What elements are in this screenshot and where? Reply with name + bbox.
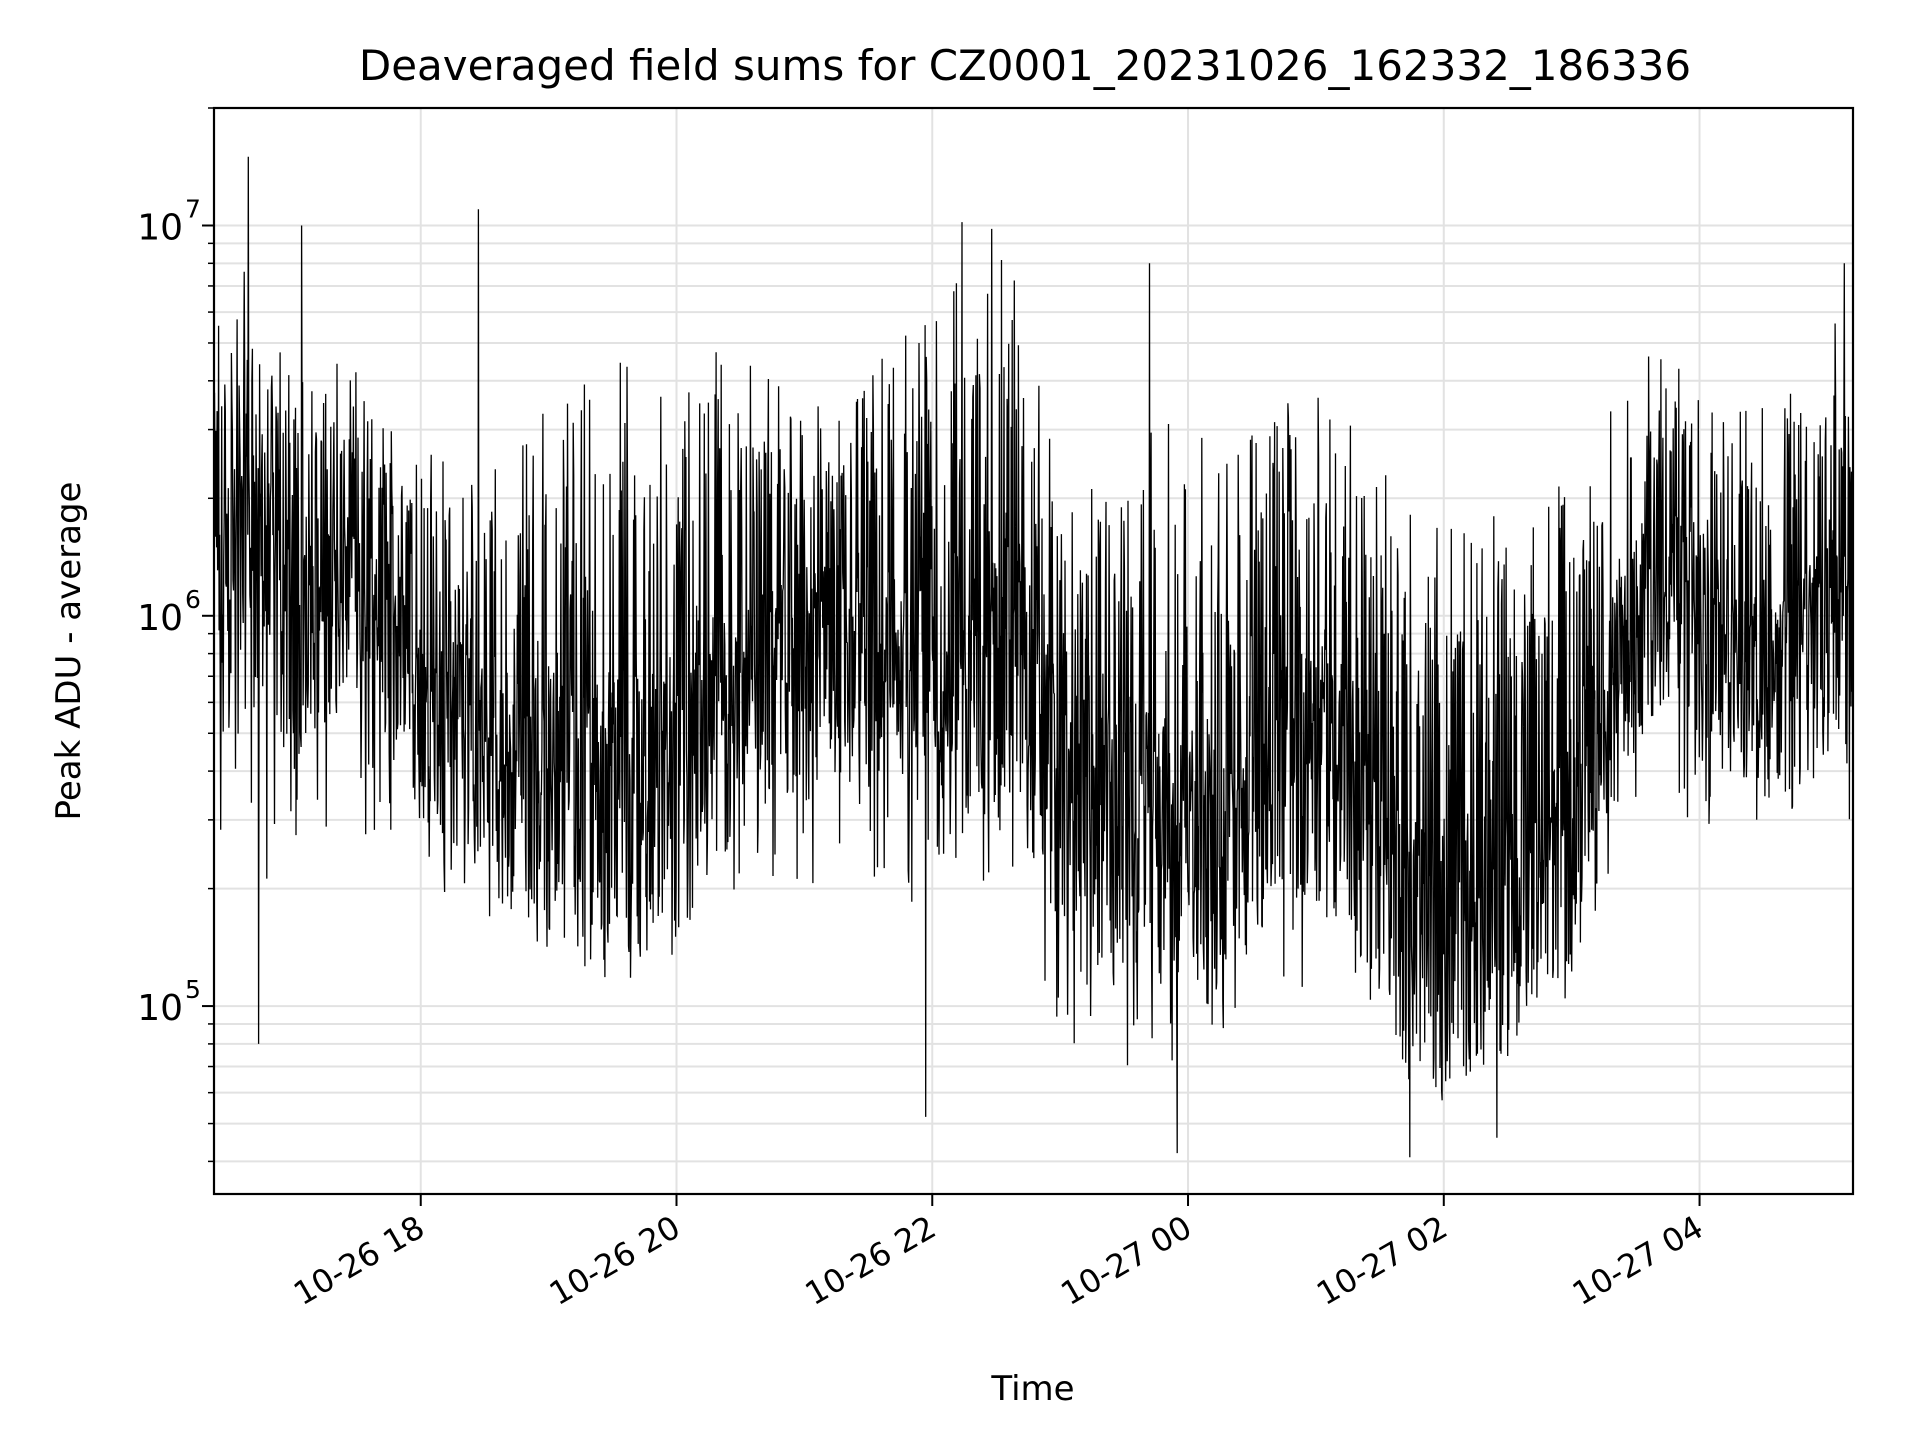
- x-axis-label: Time: [990, 1369, 1074, 1409]
- y-tick-label: 10 7: [137, 194, 201, 248]
- plot-frame: [212, 106, 1855, 1196]
- x-tick-label: 10-27 04: [1566, 1208, 1710, 1313]
- x-tick-label: 10-27 02: [1310, 1208, 1454, 1313]
- x-tick-label: 10-26 20: [543, 1208, 687, 1313]
- y-axis-label: Peak ADU - average: [49, 482, 89, 821]
- svg-text:6: 6: [185, 585, 201, 614]
- x-axis: 10-26 18 10-26 20 10-26 22 10-27 00 10-27 02…: [287, 1194, 1710, 1313]
- x-tick-label: 10-26 22: [799, 1208, 943, 1313]
- y-tick-label: 10 6: [137, 585, 201, 639]
- series-line: [214, 156, 1853, 1158]
- svg-text:7: 7: [185, 194, 201, 223]
- svg-text:10: 10: [137, 207, 183, 248]
- x-tick-label: 10-27 00: [1054, 1208, 1198, 1313]
- x-tick-label: 10-26 18: [287, 1208, 431, 1313]
- svg-text:10: 10: [137, 598, 183, 639]
- svg-text:5: 5: [185, 975, 201, 1004]
- svg-text:10: 10: [137, 988, 183, 1029]
- chart-title: Deaveraged field sums for CZ0001_2023102…: [359, 41, 1691, 90]
- y-tick-label: 10 5: [137, 975, 201, 1029]
